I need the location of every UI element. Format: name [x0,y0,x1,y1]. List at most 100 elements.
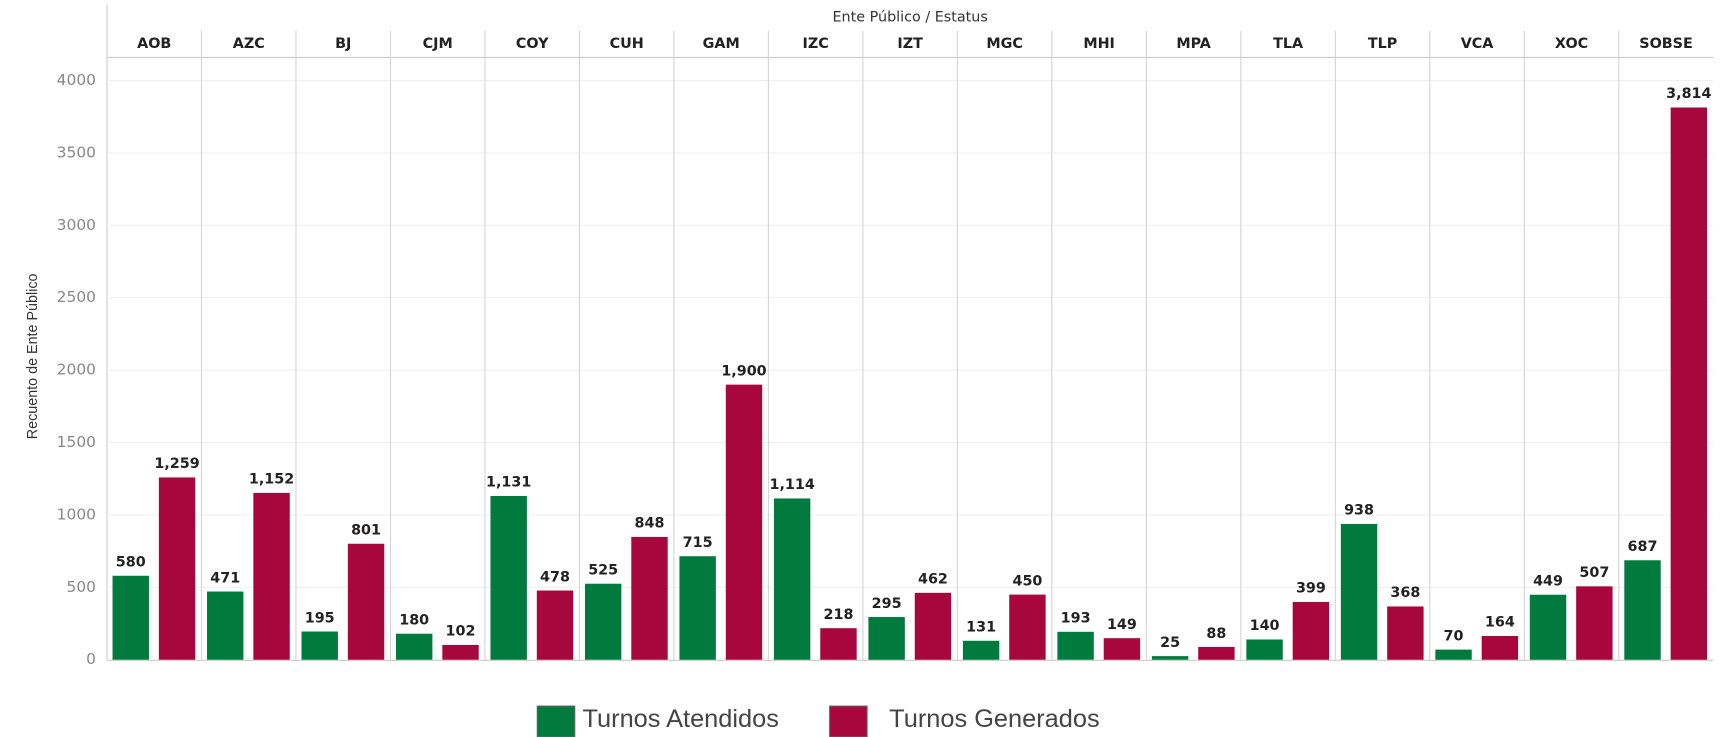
value-label: 507 [1579,565,1609,581]
value-label: 218 [824,607,854,623]
bar [490,495,527,660]
value-label: 149 [1107,617,1137,633]
bar [773,498,811,660]
value-label: 164 [1485,615,1515,631]
value-label: 687 [1628,539,1658,555]
y-tick-label: 1500 [57,433,96,451]
bar [1103,638,1141,660]
x-category-label: TLA [1273,36,1304,52]
bar [347,543,385,660]
y-tick-label: 1000 [57,505,96,523]
x-category-label: MHI [1083,36,1115,52]
value-label: 450 [1012,573,1042,589]
bar [868,617,905,660]
y-tick-label: 500 [67,578,96,596]
bar [1624,560,1661,660]
value-label: 1,114 [769,477,814,493]
x-category-label: VCA [1461,36,1495,52]
value-label: 399 [1296,581,1326,597]
legend-swatch [536,705,576,737]
bar [1009,594,1046,660]
legend-label: Turnos Generados [889,705,1100,733]
bar [962,640,1000,660]
x-category-label: IZC [803,36,829,52]
bar [442,644,479,660]
value-label: 368 [1390,585,1420,601]
value-label: 102 [446,624,476,640]
value-label: 140 [1250,618,1280,634]
x-category-label: AOB [137,36,171,52]
y-tick-label: 3000 [57,216,96,234]
x-category-label: COY [516,36,549,52]
bar [536,590,574,660]
value-label: 1,131 [486,475,531,491]
x-category-label: BJ [335,36,351,52]
value-label: 938 [1344,503,1374,519]
bar [679,556,716,660]
x-category-label: SOBSE [1639,36,1693,52]
value-label: 449 [1533,573,1563,589]
bar [1387,606,1424,660]
value-label: 195 [305,610,335,626]
x-category-label: MGC [986,36,1023,52]
bar [584,583,622,660]
bar [1340,523,1378,660]
bar [207,591,244,660]
bar [1292,601,1330,660]
value-label: 580 [116,555,146,571]
bar [301,631,338,660]
x-category-label: CUH [610,36,644,52]
x-category-label: XOC [1555,36,1588,52]
value-label: 1,152 [249,472,294,488]
bar [1198,647,1235,660]
bar [1670,107,1708,660]
bar [395,633,433,660]
bar [631,536,668,660]
x-category-label: TLP [1368,36,1397,52]
value-label: 462 [918,572,948,588]
legend-swatch [829,705,868,737]
value-label: 1,900 [721,363,766,379]
bar [112,575,149,660]
bar [1529,594,1567,660]
value-label: 848 [635,516,665,532]
bar [725,384,763,660]
bar [1246,639,1283,660]
value-label: 193 [1061,611,1091,627]
value-label: 801 [351,523,381,539]
value-label: 471 [210,570,240,586]
value-label: 180 [399,612,429,628]
x-category-label: CJM [423,36,453,52]
chart-title: Ente Público / Estatus [832,10,987,26]
y-tick-label: 3500 [57,143,96,161]
legend-label: Turnos Atendidos [582,705,778,733]
value-label: 25 [1160,635,1180,651]
bar [253,492,290,660]
value-label: 3,814 [1666,86,1711,102]
value-label: 1,259 [154,456,199,472]
y-tick-label: 2500 [57,288,96,306]
bar [1151,656,1189,660]
bar [914,592,952,660]
value-label: 525 [588,562,618,578]
bar [820,628,857,660]
x-category-label: IZT [897,36,923,52]
bar [1057,631,1094,660]
bar [1435,649,1472,660]
bar [1576,586,1613,660]
x-category-label: MPA [1176,36,1211,52]
value-label: 70 [1444,628,1464,644]
value-label: 295 [872,596,902,612]
value-label: 715 [683,535,713,551]
value-label: 88 [1206,626,1226,642]
bar [1481,635,1519,660]
bar [158,477,196,660]
y-axis-label: Recuento de Ente Público [25,273,41,439]
value-label: 478 [540,569,570,585]
x-category-label: GAM [703,36,740,52]
value-label: 131 [966,620,996,636]
y-tick-label: 2000 [57,361,96,379]
y-tick-label: 0 [86,650,96,668]
x-category-label: AZC [233,36,265,52]
